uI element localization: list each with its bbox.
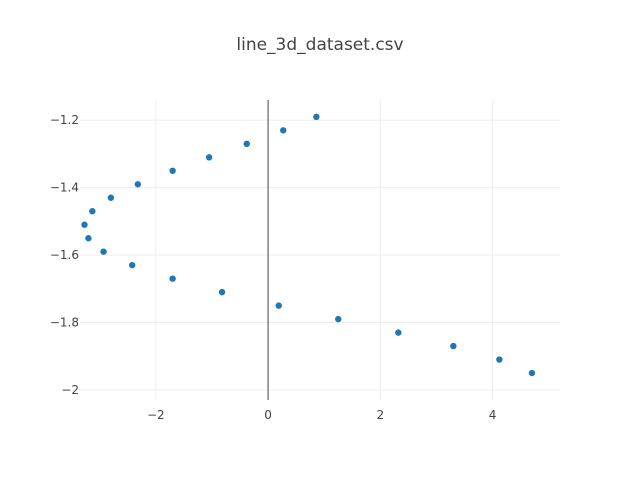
- x-tick-label: 0: [264, 408, 272, 422]
- x-gridlines: [155, 100, 494, 400]
- data-point: [81, 221, 88, 228]
- y-tick-label: −1.4: [50, 181, 79, 195]
- chart-title: line_3d_dataset.csv: [236, 35, 403, 55]
- data-point: [335, 315, 342, 323]
- data-point: [169, 167, 176, 174]
- data-point: [395, 329, 402, 336]
- x-tick-label: 4: [489, 408, 497, 422]
- data-point: [450, 342, 457, 350]
- data-point: [107, 194, 115, 201]
- data-point: [205, 154, 213, 161]
- data-point: [243, 140, 250, 148]
- data-point: [85, 235, 92, 242]
- y-tick-label: −1.2: [50, 113, 79, 127]
- data-point: [528, 369, 536, 377]
- x-tick-label: 2: [377, 408, 385, 422]
- y-tick-label: −1.6: [50, 248, 79, 262]
- data-point: [280, 127, 287, 134]
- y-tick-label: −1.8: [50, 315, 79, 329]
- x-tick-labels: −2 0 2 4: [147, 408, 497, 422]
- data-points: [81, 113, 536, 377]
- data-point: [218, 288, 226, 296]
- data-point: [275, 302, 282, 309]
- data-point: [134, 181, 142, 188]
- y-tick-label: −2: [61, 383, 79, 397]
- data-point: [129, 261, 136, 269]
- data-point: [313, 113, 320, 121]
- y-gridlines: [80, 119, 560, 391]
- y-tick-labels: −1.2 −1.4 −1.6 −1.8 −2: [50, 113, 79, 397]
- x-tick-label: −2: [147, 408, 165, 422]
- data-point: [169, 275, 176, 282]
- data-point: [89, 208, 96, 215]
- data-point: [496, 356, 503, 363]
- data-point: [100, 248, 107, 255]
